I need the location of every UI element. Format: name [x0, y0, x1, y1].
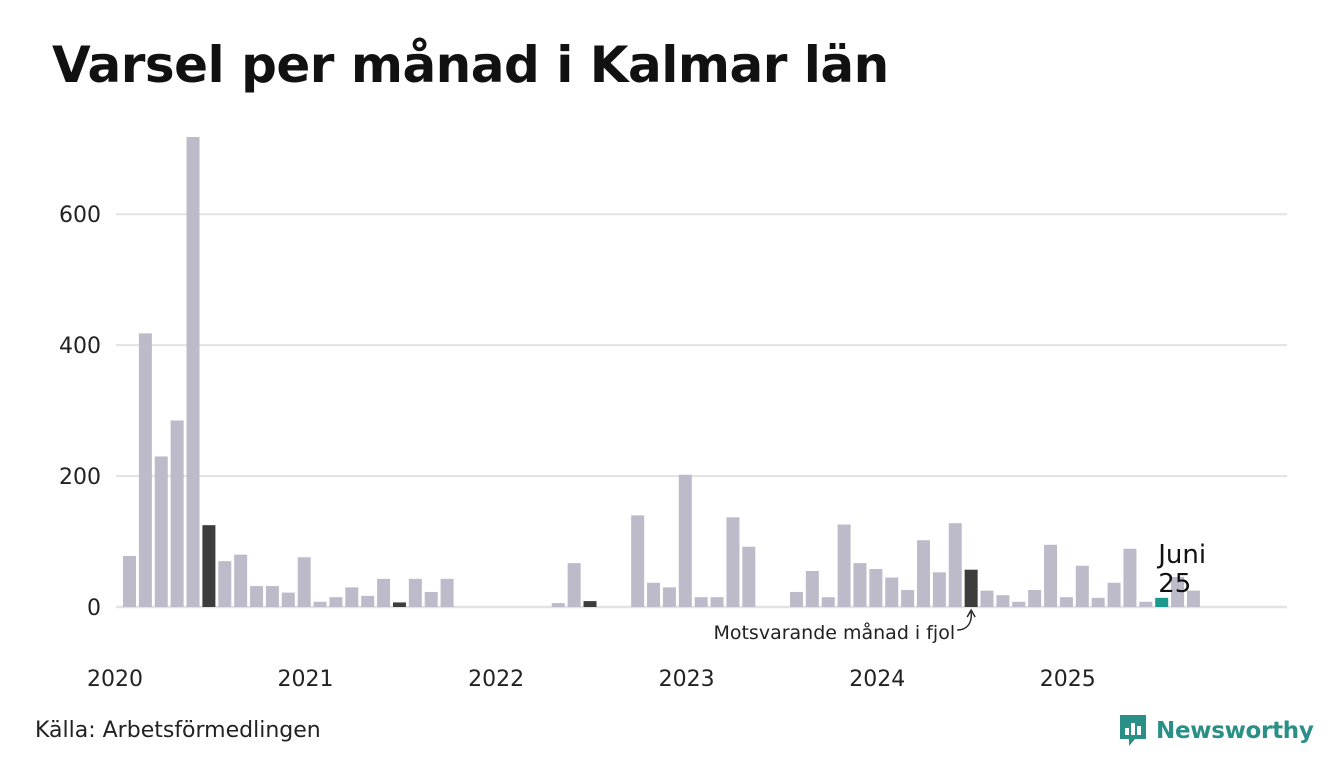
x-tick-label: 2024: [849, 667, 905, 692]
annotations: Motsvarande månad i fjol Juni 25: [713, 540, 1206, 644]
bar-2020-12: [297, 557, 311, 607]
bar-2020-04: [170, 420, 184, 607]
bar-2021-07: [408, 578, 422, 607]
bar-2024-04: [932, 572, 946, 607]
bar-2025-01: [1075, 565, 1089, 607]
bar-2024-08: [996, 595, 1010, 607]
bar-2024-05: [948, 523, 962, 607]
bar-2021-09: [440, 578, 454, 607]
bar-2021-01: [313, 601, 327, 607]
bar-2021-08: [424, 591, 438, 607]
bar-2024-10: [1028, 589, 1042, 607]
bars: [123, 137, 1200, 607]
bar-2021-06: [392, 602, 406, 607]
bar-2020-05: [186, 137, 200, 607]
bar-2024-01: [885, 577, 899, 607]
bar-2024-12: [1059, 597, 1073, 607]
x-tick-label: 2020: [87, 667, 143, 692]
bar-2025-03: [1107, 582, 1121, 607]
bar-2023-08: [805, 570, 819, 607]
bar-2024-02: [901, 589, 915, 607]
bar-2023-02: [710, 597, 724, 607]
y-tick-label: 200: [59, 465, 101, 490]
bar-2023-01: [694, 597, 708, 607]
source-note: Källa: Arbetsförmedlingen: [35, 718, 321, 743]
bar-2022-04: [551, 603, 565, 607]
brand-name: Newsworthy: [1156, 718, 1314, 744]
bar-2020-10: [265, 586, 279, 607]
bar-2020-06: [202, 525, 216, 607]
bar-undefined: [1186, 590, 1200, 607]
chart-speech-bubble-icon: [1120, 715, 1146, 746]
bar-2025-02: [1091, 597, 1105, 607]
annotation-arrow: [957, 611, 972, 631]
x-axis-ticks: 2020 2021 2022 2023 2024 2025: [87, 667, 1096, 692]
bar-chart: 0 200 400 600 2020 2021 2022 2023 2024 2025 Mots…: [59, 137, 1287, 692]
bar-2020-11: [281, 592, 295, 607]
bar-2024-03: [917, 540, 930, 607]
bar-2023-07: [789, 591, 803, 607]
chart-title: Varsel per månad i Kalmar län: [52, 36, 889, 94]
y-tick-label: 400: [59, 334, 101, 359]
bar-2024-11: [1044, 544, 1058, 607]
x-tick-label: 2023: [659, 667, 715, 692]
bar-2020-03: [154, 456, 168, 607]
bar-2023-04: [742, 546, 756, 607]
bar-2025-05: [1139, 601, 1153, 607]
bar-2021-02: [329, 597, 343, 607]
bar-2020-08: [234, 554, 248, 607]
highlight-label-month: Juni: [1156, 540, 1206, 570]
gridlines: [116, 213, 1287, 609]
bar-2024-07: [980, 590, 994, 607]
bar-undefined: [1171, 576, 1185, 607]
bar-2023-11: [853, 563, 867, 607]
bar-2020-07: [218, 561, 232, 607]
bar-2021-03: [345, 587, 359, 607]
bar-2022-11: [662, 587, 676, 607]
bar-2024-09: [1012, 601, 1026, 607]
bar-2022-12: [678, 474, 692, 607]
bar-2023-03: [726, 517, 740, 607]
bar-2020-09: [250, 586, 264, 607]
bar-2022-10: [647, 582, 661, 607]
bar-2020-02: [138, 333, 152, 607]
bar-2023-10: [837, 524, 851, 607]
bar-2024-06: [964, 569, 978, 607]
x-tick-label: 2022: [468, 667, 524, 692]
y-tick-label: 0: [87, 596, 101, 621]
bar-2022-06: [583, 601, 597, 607]
bar-2022-05: [567, 563, 581, 607]
bar-2023-12: [869, 569, 883, 607]
bar-2022-09: [631, 515, 645, 607]
last-year-annotation: Motsvarande månad i fjol: [713, 621, 955, 644]
annotation-arrowhead: [966, 608, 976, 618]
highlight-label-value: 25: [1158, 569, 1191, 599]
x-tick-label: 2021: [278, 667, 334, 692]
x-tick-label: 2025: [1040, 667, 1096, 692]
bar-2023-09: [821, 597, 835, 607]
bar-2020-01: [123, 555, 136, 607]
bar-2021-04: [361, 595, 375, 607]
bar-2021-05: [377, 578, 391, 607]
y-tick-label: 600: [59, 203, 101, 228]
y-axis-ticks: 0 200 400 600: [59, 203, 101, 621]
bar-2025-06: [1155, 597, 1169, 607]
bar-2025-04: [1123, 548, 1137, 607]
newsworthy-logo: Newsworthy: [1118, 713, 1314, 749]
